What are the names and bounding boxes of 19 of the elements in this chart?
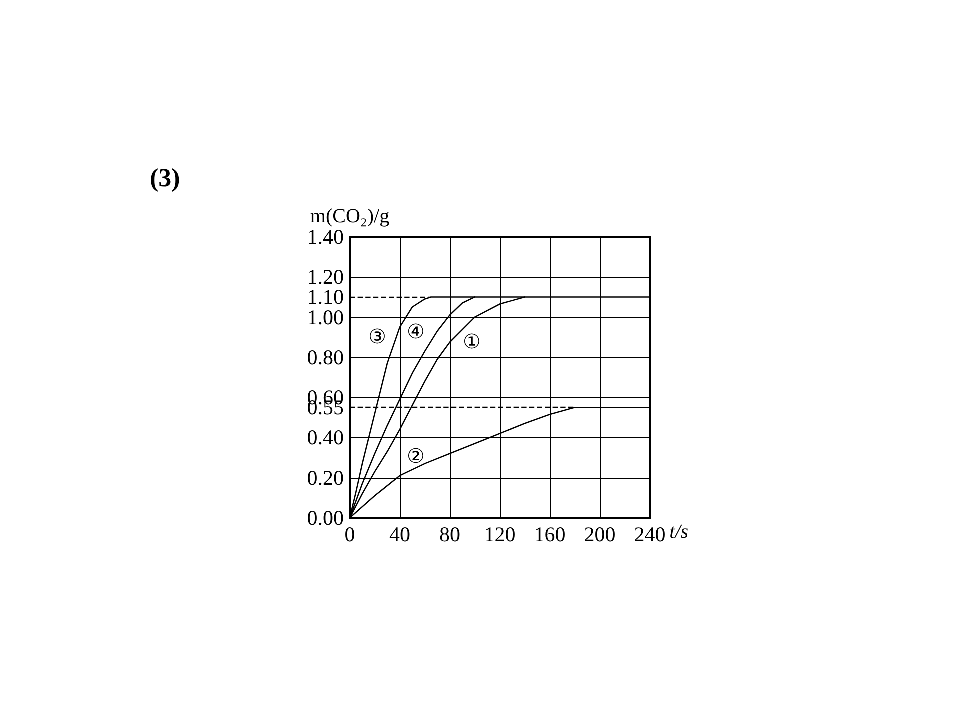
series-label: ③ [368, 326, 386, 348]
x-tick-label: 40 [390, 522, 410, 546]
y-tick-label: 0.40 [307, 426, 344, 450]
x-tick-label: 200 [584, 522, 616, 546]
x-axis-title: t/s [670, 521, 689, 543]
series-label: ① [463, 331, 481, 354]
x-tick-label: 80 [440, 522, 460, 546]
y-tick-label: 1.40 [307, 225, 344, 249]
y-axis-title: m(CO₂)/g [310, 206, 390, 228]
y-tick-label: 0.80 [307, 345, 344, 370]
x-tick-label: 240 [634, 522, 666, 546]
series-label: ④ [407, 321, 425, 344]
x-tick-label: 160 [534, 522, 566, 546]
chart-title: (3) [150, 164, 180, 192]
x-tick-label: 0 [344, 522, 356, 546]
y-tick-label: 0.00 [307, 506, 344, 530]
series-label: ② [407, 446, 425, 468]
y-tick-label: 0.20 [307, 466, 344, 490]
x-tick-label: 120 [484, 522, 516, 546]
